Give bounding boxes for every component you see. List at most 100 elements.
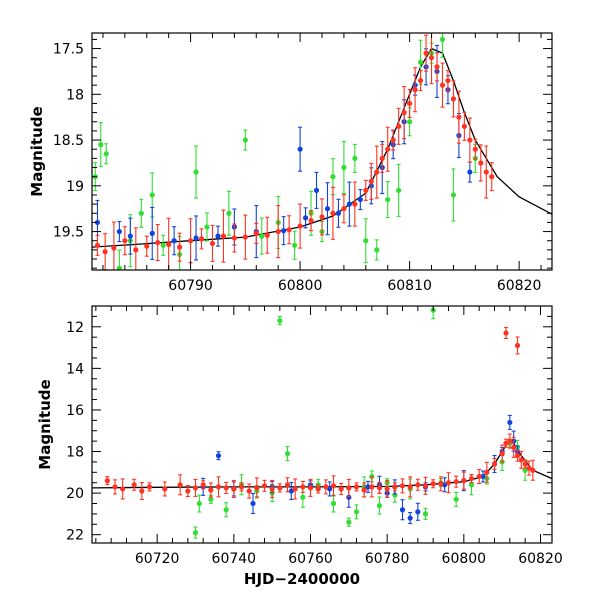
data-point xyxy=(286,215,292,245)
y-tick-label: 20 xyxy=(66,486,84,502)
data-point xyxy=(122,226,128,256)
data-point xyxy=(324,182,331,236)
data-point xyxy=(275,205,281,259)
data-point xyxy=(438,476,444,492)
data-point xyxy=(439,33,446,58)
data-point xyxy=(187,218,194,264)
data-point xyxy=(261,479,268,492)
data-point xyxy=(208,482,214,498)
data-point xyxy=(330,186,336,240)
data-point xyxy=(376,481,383,494)
bottom-ticks: 60720 60740 60760 60780 60800 60820 12 14 16 18 20… xyxy=(66,305,563,567)
data-point xyxy=(308,210,314,232)
y-tick-label: 12 xyxy=(66,320,84,336)
bottom-x-axis-label: HJD−2400000 xyxy=(244,570,360,588)
data-point xyxy=(313,171,320,209)
data-point xyxy=(434,52,440,82)
data-point xyxy=(209,224,216,263)
data-point xyxy=(292,230,298,260)
data-point xyxy=(246,483,252,499)
data-point xyxy=(149,206,155,260)
data-point xyxy=(139,481,145,501)
data-point xyxy=(461,111,467,141)
data-point xyxy=(215,476,222,498)
data-point xyxy=(198,228,205,250)
data-point xyxy=(131,478,137,491)
data-point xyxy=(396,107,402,145)
top-y-axis-label: Magnitude xyxy=(28,106,46,196)
data-point xyxy=(352,181,358,227)
data-point xyxy=(323,479,329,495)
x-tick-label: 60790 xyxy=(168,278,213,294)
data-point xyxy=(407,88,413,119)
data-point xyxy=(346,181,352,227)
y-tick-label: 14 xyxy=(66,361,84,377)
data-point xyxy=(407,512,413,525)
data-point xyxy=(346,478,352,497)
data-point xyxy=(491,457,498,471)
data-point xyxy=(226,190,232,236)
data-point xyxy=(514,449,521,462)
data-point xyxy=(250,492,256,515)
data-point xyxy=(330,494,337,513)
data-point xyxy=(461,471,467,490)
x-tick-label: 60740 xyxy=(212,551,257,567)
data-point xyxy=(507,414,513,430)
data-point xyxy=(390,129,396,151)
data-point xyxy=(341,194,347,224)
data-point xyxy=(368,162,374,200)
data-point xyxy=(514,336,521,355)
data-point xyxy=(489,162,495,192)
data-point xyxy=(445,472,452,494)
data-point xyxy=(144,235,150,257)
data-point xyxy=(102,233,108,270)
data-point xyxy=(138,198,144,228)
top-ticks: 60790 60800 60810 60820 17.5 18 18.5 19 19.5 xyxy=(53,33,552,294)
data-point xyxy=(415,502,421,521)
data-point xyxy=(363,179,369,201)
data-point xyxy=(98,122,104,168)
data-point xyxy=(319,198,325,236)
data-point xyxy=(415,478,421,491)
data-point xyxy=(300,480,306,493)
y-tick-label: 19 xyxy=(66,179,84,195)
data-point xyxy=(422,476,429,495)
data-point xyxy=(177,474,183,496)
data-point xyxy=(277,316,283,326)
data-point xyxy=(94,234,101,256)
data-point xyxy=(215,225,221,247)
data-point xyxy=(468,474,475,484)
data-point xyxy=(365,480,371,493)
data-point xyxy=(428,33,435,85)
data-point xyxy=(192,478,199,497)
top-panel: 60790 60800 60810 60820 17.5 18 18.5 19 19.5 Mag… xyxy=(28,32,553,294)
data-point xyxy=(369,476,375,498)
data-point xyxy=(315,484,321,494)
data-point xyxy=(127,217,133,255)
data-point xyxy=(231,223,237,253)
data-point xyxy=(254,477,260,499)
data-point xyxy=(476,468,482,485)
data-point xyxy=(353,504,360,520)
data-point xyxy=(307,478,314,497)
data-point xyxy=(185,484,191,498)
data-point xyxy=(330,475,337,497)
data-point xyxy=(379,143,385,173)
data-point xyxy=(146,482,153,492)
data-point xyxy=(450,80,457,118)
data-point xyxy=(327,481,333,497)
data-point xyxy=(407,476,413,498)
data-point xyxy=(374,239,380,261)
data-point xyxy=(483,145,489,199)
data-point xyxy=(277,483,283,493)
bottom-panel: 60720 60740 60760 60780 60800 60820 12 14 16 18 20… xyxy=(36,305,563,588)
data-point xyxy=(385,180,391,219)
data-point xyxy=(155,223,161,262)
data-point xyxy=(284,446,291,462)
data-point xyxy=(507,433,513,449)
data-point xyxy=(453,475,459,488)
data-point xyxy=(467,161,473,183)
data-point xyxy=(160,234,166,256)
y-tick-label: 16 xyxy=(66,403,84,419)
data-point xyxy=(171,226,177,256)
